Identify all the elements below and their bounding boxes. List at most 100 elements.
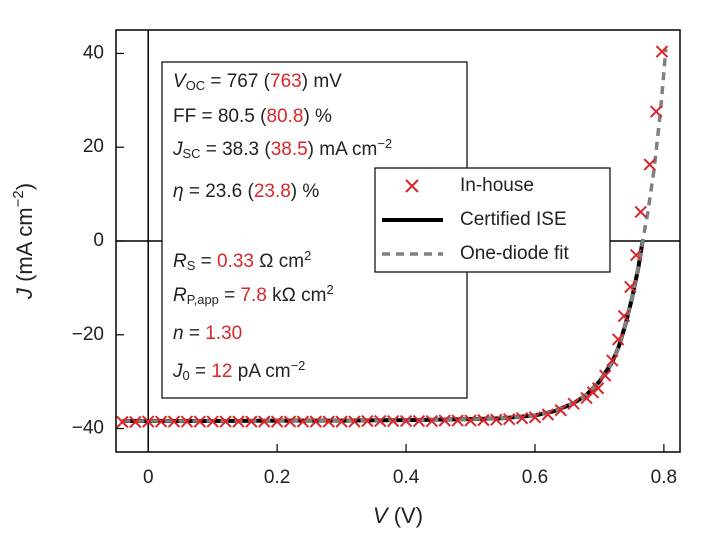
marker (425, 414, 439, 428)
marker (477, 413, 490, 427)
y-tick-label: 0 (93, 230, 104, 251)
marker (464, 414, 477, 427)
text-run: S (187, 258, 196, 273)
text-run: = (190, 361, 212, 382)
marker (515, 412, 529, 425)
marker (567, 397, 580, 410)
annotation: η = 23.6 (23.8) % (173, 181, 319, 202)
text-run: = 767 ( (205, 71, 271, 92)
text-run: −2 (377, 136, 392, 151)
text-run: J (172, 361, 183, 382)
marker (554, 404, 567, 417)
marker (490, 413, 503, 426)
legend-label: One-diode fit (460, 243, 570, 264)
text-run: Ω cm (254, 251, 304, 272)
marker (142, 415, 155, 428)
text-run: = (219, 285, 241, 306)
text-run: ) mV (302, 71, 342, 92)
y-tick-label: −20 (72, 324, 104, 345)
marker (193, 415, 207, 428)
annotation: RP,app = 7.8 kΩ cm2 (173, 282, 334, 307)
marker (634, 205, 647, 219)
text-run: FF = 80.5 ( (173, 106, 267, 127)
text-run: = 23.6 ( (184, 181, 255, 202)
text-run: ) mA cm (308, 139, 378, 160)
legend-label: Certified ISE (460, 209, 567, 230)
text-run: 763 (270, 71, 302, 92)
marker (129, 415, 142, 429)
text-run: 12 (211, 361, 232, 382)
marker (541, 408, 555, 421)
marker (624, 280, 637, 294)
text-run: 38.5 (271, 139, 308, 160)
marker (258, 415, 271, 428)
annotation: JSC = 38.3 (38.5) mA cm−2 (172, 136, 392, 161)
text-run: J (172, 139, 183, 160)
text-run: 80.8 (266, 106, 303, 127)
marker (412, 414, 426, 428)
text-run: J (12, 287, 37, 300)
text-run: −2 (10, 190, 27, 207)
annotation: J0 = 12 pA cm−2 (172, 358, 305, 383)
marker (606, 354, 619, 367)
marker (335, 415, 348, 428)
text-run: V (373, 503, 390, 528)
y-tick-label: −40 (72, 418, 104, 439)
marker (591, 382, 605, 395)
marker (386, 414, 400, 428)
y-axis-label: J (mA cm−2) (10, 183, 37, 300)
text-run: 0.33 (217, 251, 254, 272)
x-tick-label: 0.2 (264, 467, 290, 488)
x-axis-label: V (V) (373, 503, 423, 528)
text-run: V (173, 71, 188, 92)
marker (655, 45, 669, 58)
marker (322, 415, 335, 428)
y-tick-label: 40 (83, 42, 104, 63)
text-run: ) (12, 183, 37, 190)
text-run: 1.30 (205, 323, 242, 344)
marker (611, 333, 625, 346)
annotation: n = 1.30 (173, 323, 242, 344)
marker (245, 415, 258, 428)
marker (296, 415, 310, 428)
text-run: η (173, 181, 184, 202)
x-tick-label: 0.8 (651, 467, 677, 488)
text-run: −2 (291, 358, 306, 373)
text-run: 23.8 (254, 181, 291, 202)
marker (399, 414, 413, 428)
marker (283, 415, 297, 428)
text-run: ) % (303, 106, 332, 127)
marker (270, 415, 284, 428)
text-run: R (173, 285, 187, 306)
text-run: (V) (388, 503, 423, 528)
text-run: = 38.3 ( (200, 139, 271, 160)
text-run: 2 (326, 282, 333, 297)
text-run: P,app (187, 292, 219, 307)
text-run: 2 (304, 248, 311, 263)
text-run: n (173, 323, 184, 344)
legend-swatch (405, 179, 419, 193)
text-run: = (184, 323, 206, 344)
legend-label: In-house (460, 175, 534, 196)
text-run: R (173, 251, 187, 272)
marker (219, 415, 232, 428)
text-run: 7.8 (240, 285, 266, 306)
marker (348, 415, 361, 428)
marker (438, 414, 451, 427)
annotation: VOC = 767 (763) mV (173, 71, 342, 93)
line (122, 48, 668, 423)
marker (649, 105, 663, 118)
text-run: = (195, 251, 217, 272)
text-run: OC (186, 78, 205, 93)
y-tick-label: 20 (83, 136, 104, 157)
marker (361, 414, 374, 428)
marker (617, 309, 631, 323)
plot-area (116, 45, 669, 429)
x-tick-label: 0.6 (522, 467, 548, 488)
marker (629, 248, 643, 262)
annotation: RS = 0.33 Ω cm2 (173, 248, 311, 273)
marker (206, 415, 219, 428)
text-run: pA cm (232, 361, 290, 382)
